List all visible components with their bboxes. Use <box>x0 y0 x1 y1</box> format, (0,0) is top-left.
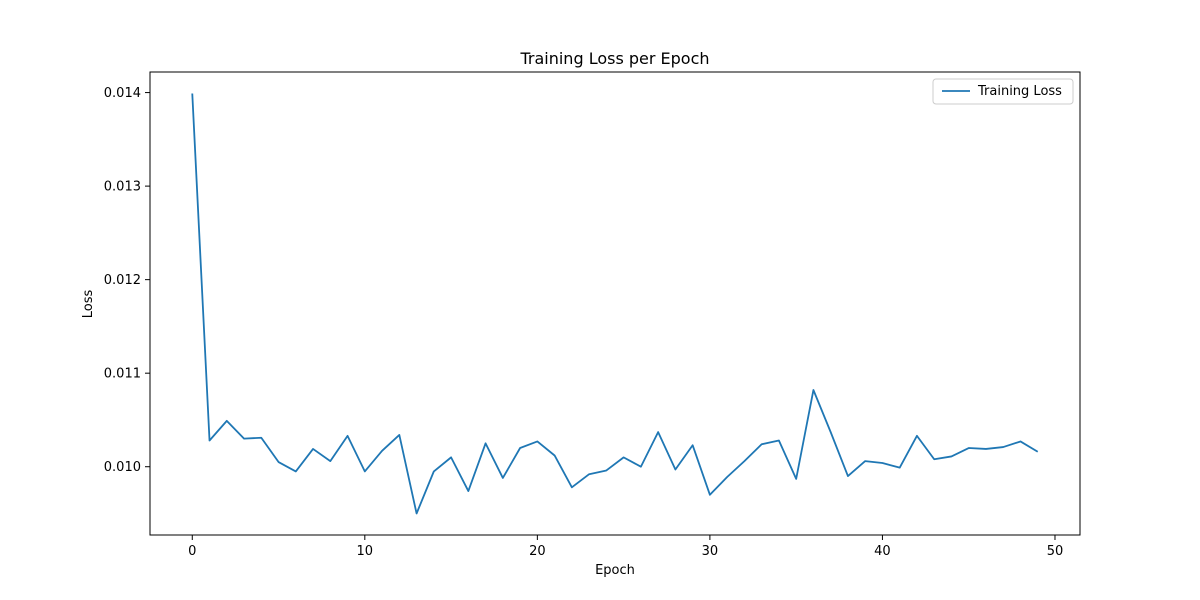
legend-label-training-loss: Training Loss <box>977 84 1062 99</box>
x-axis-label: Epoch <box>595 563 635 578</box>
chart-title: Training Loss per Epoch <box>519 49 709 68</box>
series-line-training-loss <box>191 93 1039 515</box>
x-tick-label: 30 <box>702 544 719 559</box>
y-tick-label: 0.012 <box>104 273 141 288</box>
legend-box <box>932 78 1074 105</box>
x-axis: 0 10 20 30 40 50 <box>188 535 1063 559</box>
plot-frame <box>149 71 1081 536</box>
y-axis-label: Loss <box>81 290 96 319</box>
plot-area <box>149 71 1081 536</box>
x-tick-label: 40 <box>874 544 891 559</box>
x-tick-label: 0 <box>188 544 196 559</box>
y-tick-label: 0.013 <box>104 180 141 195</box>
x-tick-label: 20 <box>529 544 546 559</box>
x-tick-label: 10 <box>357 544 374 559</box>
y-axis: 0.010 0.011 0.012 0.013 0.014 <box>104 86 150 475</box>
y-tick-label: 0.014 <box>104 86 141 101</box>
legend: Training Loss <box>932 78 1074 105</box>
x-tick-label: 50 <box>1047 544 1064 559</box>
y-tick-label: 0.010 <box>104 460 141 475</box>
y-tick-label: 0.011 <box>104 367 141 382</box>
